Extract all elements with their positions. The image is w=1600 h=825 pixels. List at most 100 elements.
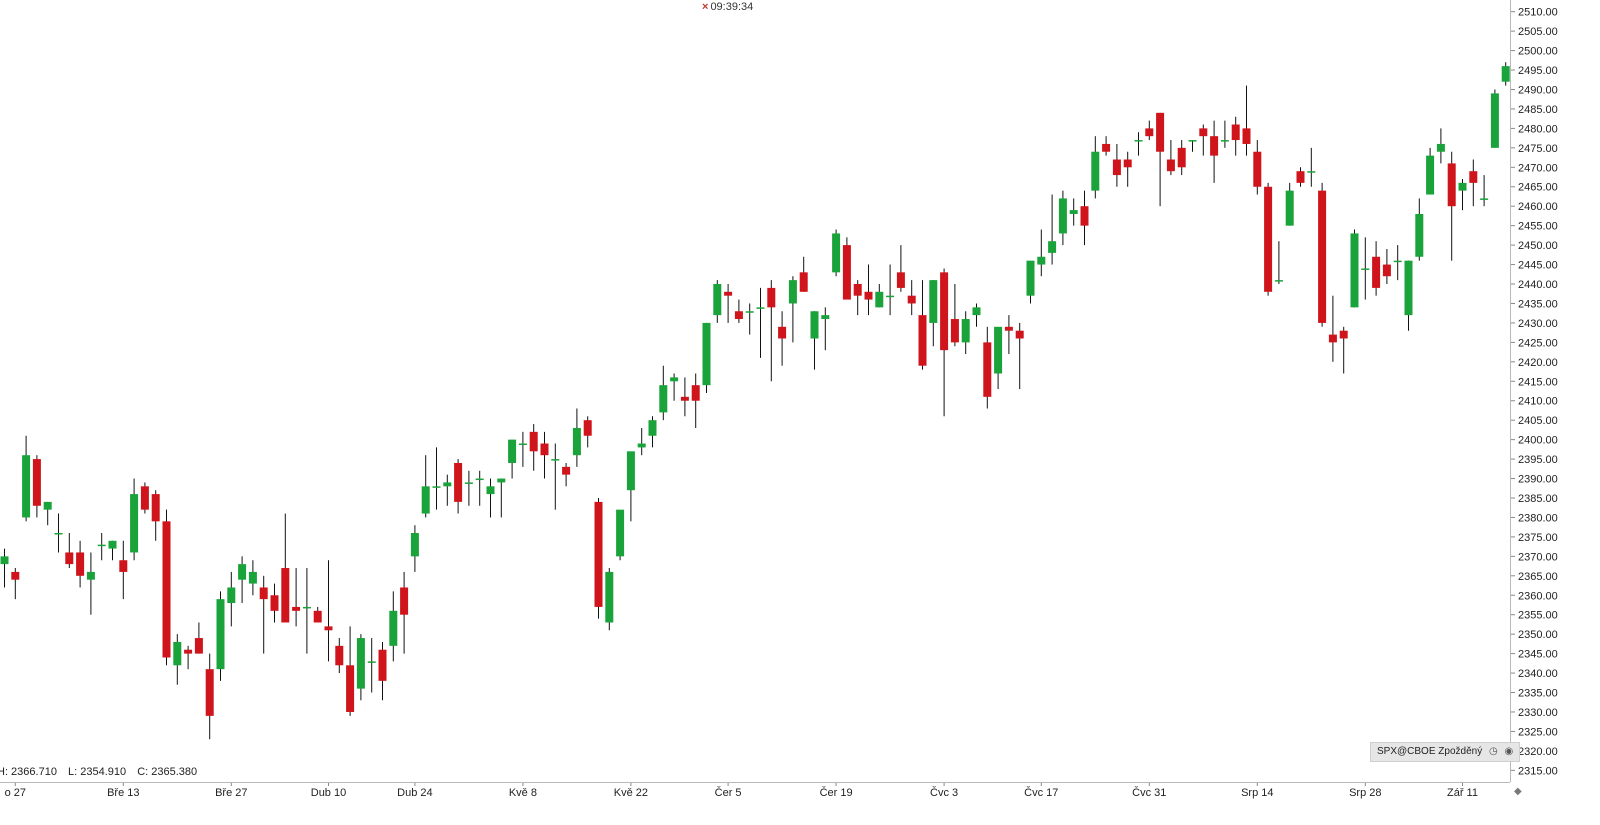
candle[interactable] bbox=[702, 322, 711, 393]
candle[interactable] bbox=[443, 474, 452, 506]
candle[interactable] bbox=[691, 373, 700, 428]
candle[interactable] bbox=[540, 431, 549, 479]
candle[interactable] bbox=[65, 533, 74, 569]
candle[interactable] bbox=[54, 513, 63, 553]
candle[interactable] bbox=[227, 571, 236, 627]
candle[interactable] bbox=[724, 284, 733, 323]
candle[interactable] bbox=[1372, 241, 1381, 296]
candle[interactable] bbox=[194, 622, 203, 654]
candle[interactable] bbox=[1048, 194, 1057, 265]
candle[interactable] bbox=[680, 377, 689, 417]
candle[interactable] bbox=[302, 568, 311, 654]
candle[interactable] bbox=[648, 416, 657, 448]
candle[interactable] bbox=[670, 373, 679, 401]
candle[interactable] bbox=[335, 638, 344, 674]
candle[interactable] bbox=[562, 462, 571, 487]
candle[interactable] bbox=[1199, 124, 1208, 156]
candle[interactable] bbox=[151, 490, 160, 541]
close-icon[interactable]: × bbox=[702, 1, 709, 13]
candle[interactable] bbox=[1134, 132, 1143, 156]
candle[interactable] bbox=[238, 556, 247, 604]
candle[interactable] bbox=[421, 455, 430, 518]
candle[interactable] bbox=[508, 439, 517, 479]
candle[interactable] bbox=[367, 638, 376, 693]
candle[interactable] bbox=[346, 626, 355, 716]
candle[interactable] bbox=[713, 280, 722, 323]
candle[interactable] bbox=[983, 326, 992, 409]
candle[interactable] bbox=[324, 560, 333, 662]
candle[interactable] bbox=[119, 540, 128, 600]
candle[interactable] bbox=[940, 268, 949, 417]
candle[interactable] bbox=[1480, 175, 1489, 207]
candle[interactable] bbox=[1285, 182, 1294, 226]
candle[interactable] bbox=[140, 482, 149, 514]
candle[interactable] bbox=[97, 533, 106, 561]
candle[interactable] bbox=[929, 280, 938, 347]
candle[interactable] bbox=[43, 501, 52, 526]
candle[interactable] bbox=[454, 459, 463, 514]
candle[interactable] bbox=[1307, 147, 1316, 187]
candle[interactable] bbox=[1177, 140, 1186, 176]
candle[interactable] bbox=[1058, 190, 1067, 246]
candle[interactable] bbox=[1220, 120, 1229, 148]
candle[interactable] bbox=[734, 299, 743, 323]
candle[interactable] bbox=[875, 284, 884, 308]
candle[interactable] bbox=[1350, 229, 1359, 308]
candle[interactable] bbox=[1318, 182, 1327, 327]
candle[interactable] bbox=[1188, 140, 1197, 152]
candle[interactable] bbox=[1231, 116, 1240, 156]
candle[interactable] bbox=[1296, 167, 1305, 187]
candle[interactable] bbox=[1026, 260, 1035, 304]
candle[interactable] bbox=[616, 509, 625, 561]
candle[interactable] bbox=[162, 509, 171, 666]
candle[interactable] bbox=[1404, 260, 1413, 331]
candle[interactable] bbox=[378, 641, 387, 701]
candle[interactable] bbox=[1458, 178, 1467, 211]
candle[interactable] bbox=[1339, 326, 1348, 374]
candle[interactable] bbox=[1112, 143, 1121, 187]
candle[interactable] bbox=[961, 311, 970, 355]
candle[interactable] bbox=[281, 513, 290, 623]
candle[interactable] bbox=[1436, 128, 1445, 164]
candle[interactable] bbox=[1080, 190, 1089, 246]
diamond-icon[interactable]: ◆ bbox=[1514, 786, 1522, 797]
candle[interactable] bbox=[1264, 182, 1273, 296]
candle[interactable] bbox=[205, 653, 214, 740]
candle[interactable] bbox=[356, 634, 365, 701]
candle[interactable] bbox=[464, 470, 473, 506]
candle[interactable] bbox=[572, 408, 581, 467]
candle[interactable] bbox=[108, 540, 117, 561]
candle[interactable] bbox=[1091, 136, 1100, 199]
candle[interactable] bbox=[1274, 241, 1283, 285]
candle[interactable] bbox=[583, 416, 592, 448]
candle[interactable] bbox=[259, 575, 268, 654]
candle[interactable] bbox=[1490, 89, 1499, 148]
candle[interactable] bbox=[0, 548, 9, 588]
candle[interactable] bbox=[1361, 237, 1370, 300]
candle[interactable] bbox=[130, 478, 139, 561]
candle[interactable] bbox=[1393, 245, 1402, 281]
candle[interactable] bbox=[799, 256, 808, 292]
candle[interactable] bbox=[313, 606, 322, 623]
candle[interactable] bbox=[1242, 85, 1251, 156]
candle[interactable] bbox=[864, 264, 873, 316]
candle[interactable] bbox=[972, 303, 981, 327]
candle[interactable] bbox=[1447, 151, 1456, 261]
candle[interactable] bbox=[497, 478, 506, 518]
candle[interactable] bbox=[896, 245, 905, 292]
candle[interactable] bbox=[1156, 112, 1165, 207]
candle[interactable] bbox=[767, 280, 776, 382]
candle[interactable] bbox=[22, 435, 31, 522]
candle[interactable] bbox=[745, 303, 754, 335]
candle[interactable] bbox=[292, 568, 301, 627]
candle[interactable] bbox=[86, 552, 95, 615]
candle[interactable] bbox=[605, 568, 614, 631]
candle[interactable] bbox=[529, 424, 538, 471]
candle[interactable] bbox=[853, 280, 862, 316]
candle[interactable] bbox=[756, 287, 765, 358]
candle[interactable] bbox=[778, 311, 787, 366]
candle[interactable] bbox=[832, 229, 841, 277]
candle[interactable] bbox=[626, 451, 635, 522]
chart-plot-area[interactable] bbox=[0, 0, 1543, 782]
price-axis[interactable]: 2315.00 2320.00 2325.00 2330.00 2335.00 2340.… bbox=[1510, 0, 1600, 782]
